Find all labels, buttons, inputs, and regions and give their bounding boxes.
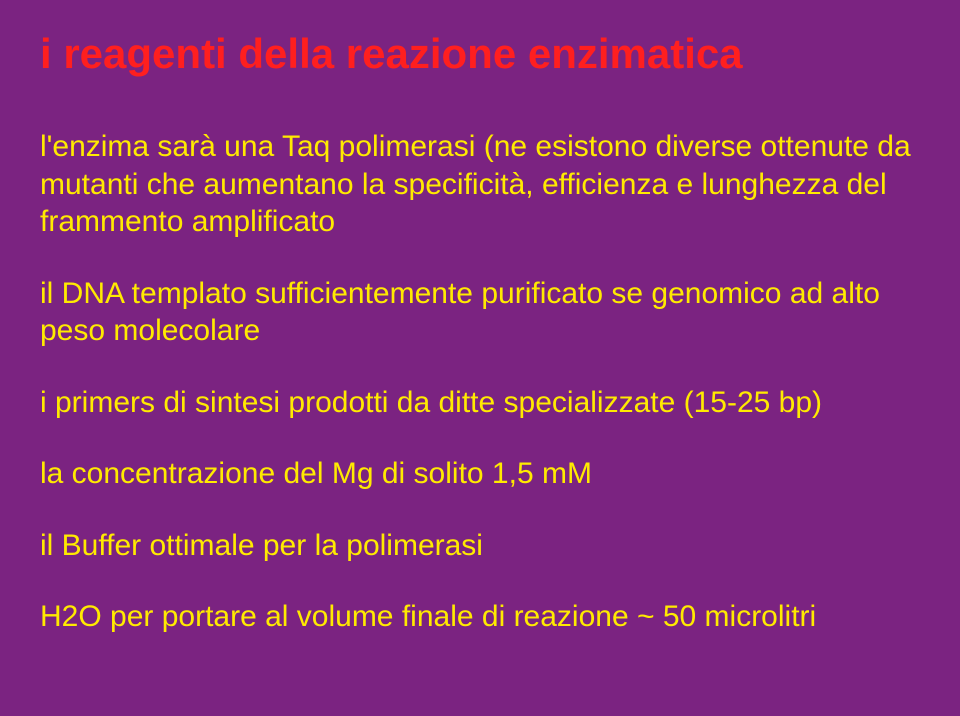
- paragraph-primers: i primers di sintesi prodotti da ditte s…: [40, 384, 920, 422]
- paragraph-mg-concentration: la concentrazione del Mg di solito 1,5 m…: [40, 455, 920, 493]
- paragraph-enzyme: l'enzima sarà una Taq polimerasi (ne esi…: [40, 128, 920, 241]
- paragraph-h2o: H2O per portare al volume finale di reaz…: [40, 598, 920, 636]
- paragraph-dna-template: il DNA templato sufficientemente purific…: [40, 275, 920, 350]
- slide-title: i reagenti della reazione enzimatica: [40, 30, 920, 78]
- paragraph-buffer: il Buffer ottimale per la polimerasi: [40, 527, 920, 565]
